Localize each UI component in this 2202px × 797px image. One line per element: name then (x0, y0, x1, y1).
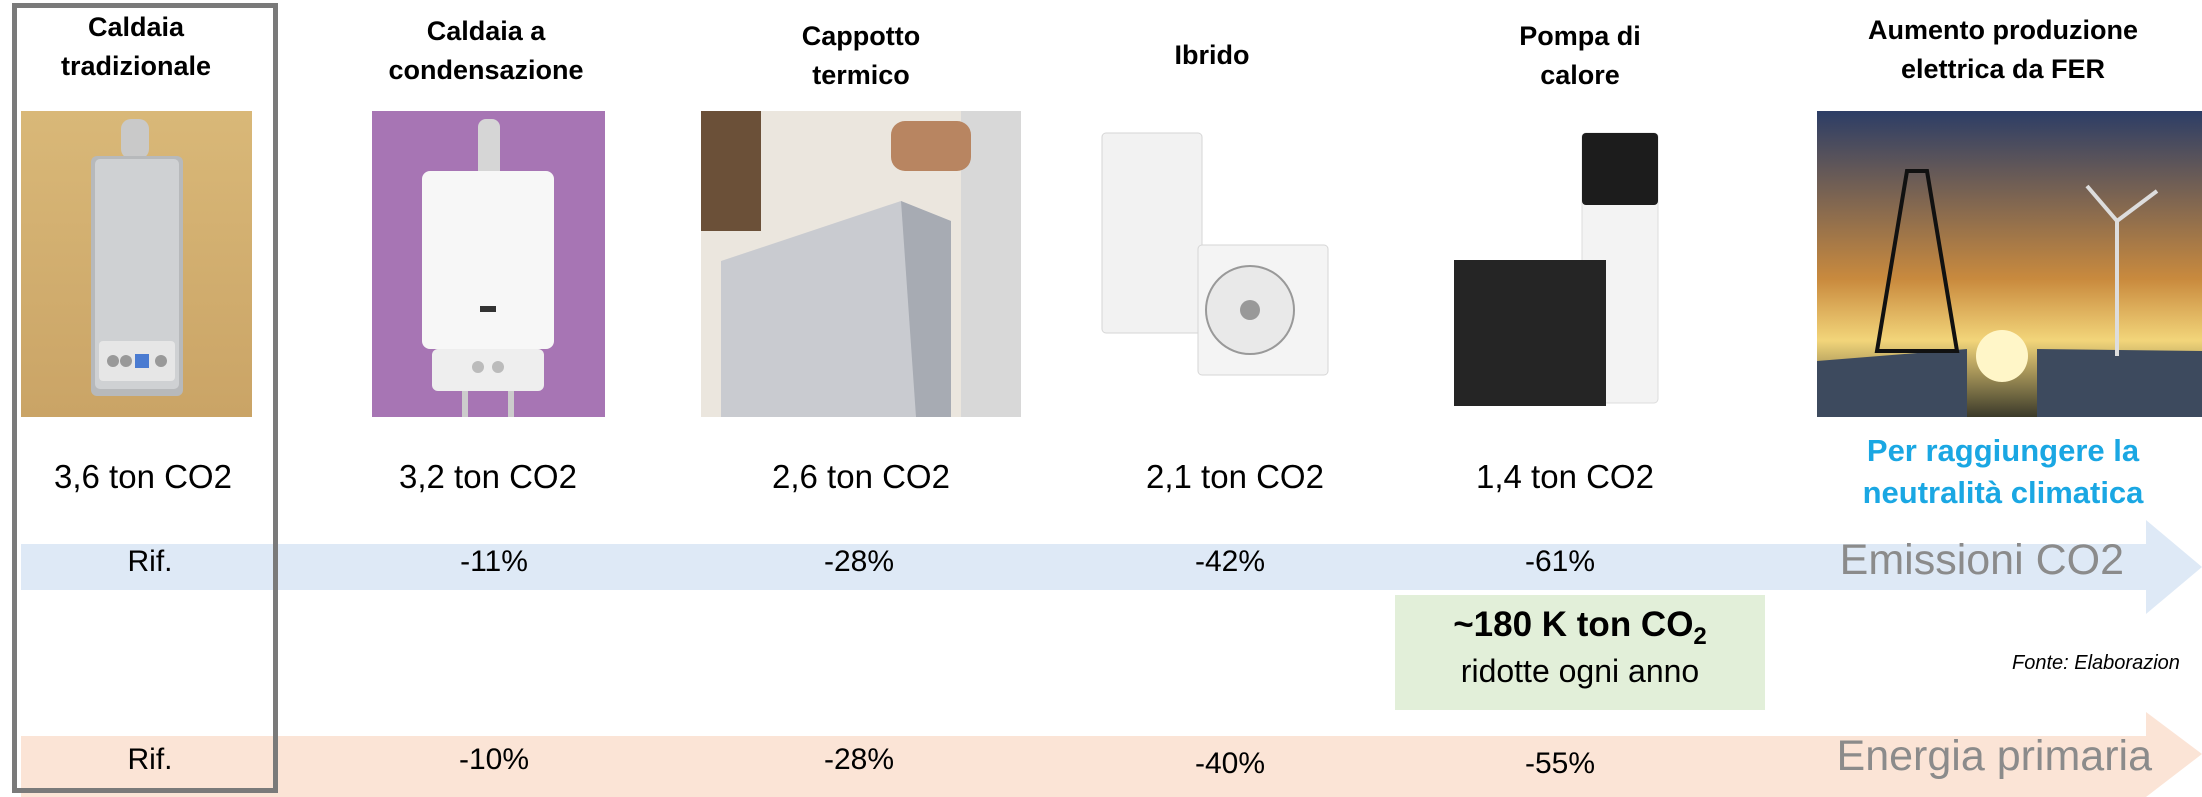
hybrid-system-image (1090, 125, 1350, 405)
energy-change: -40% (1194, 747, 1266, 780)
energy-change: Rif. (127, 743, 173, 776)
climate-neutrality-text: Per raggiungere la neutralità climatica (1823, 430, 2183, 514)
co2-reduction-value: ~180 K ton CO2 (1395, 605, 1765, 651)
co2-reduction-highlight: ~180 K ton CO2 ridotte ogni anno (1395, 595, 1765, 710)
emissions-value: 3,2 ton CO2 (399, 458, 577, 495)
co2-arrow-shaft (21, 544, 2146, 590)
title-line: Caldaia (87, 12, 185, 42)
energy-arrow-shaft (21, 736, 2146, 797)
title-line: Aumento produzione (1868, 15, 2138, 45)
title-line: tradizionale (60, 51, 212, 81)
renewable-energy-image (1817, 111, 2202, 417)
co2-reduction-caption: ridotte ogni anno (1460, 653, 1700, 689)
title-line: elettrica da FER (1900, 54, 2106, 84)
co2-change: Rif. (127, 545, 173, 578)
emissions-value: 2,1 ton CO2 (1146, 458, 1324, 495)
emissions-value: 2,6 ton CO2 (772, 458, 950, 495)
energy-arrow-head (2146, 712, 2202, 797)
column-title-caldaia-tradizionale: Caldaia tradizionale (0, 8, 286, 86)
column-title-cappotto-termico: Cappotto termico (711, 17, 1011, 95)
column-title-caldaia-condensazione: Caldaia a condensazione (336, 12, 636, 90)
co2-arrow-head (2146, 520, 2202, 614)
energy-arrow-label: Energia primaria (1836, 732, 2152, 780)
reduction-subscript: 2 (1693, 623, 1707, 650)
title-line: Pompa di (1519, 21, 1641, 51)
column-title-ibrido: Ibrido (1062, 36, 1362, 75)
title-line: termico (812, 60, 910, 90)
climate-neutrality-line: neutralità climatica (1862, 475, 2144, 510)
energy-change: -10% (458, 743, 530, 776)
traditional-boiler-image (21, 111, 252, 417)
reference-column-frame (12, 3, 278, 793)
thermal-insulation-image (701, 111, 1021, 417)
climate-neutrality-line: Per raggiungere la (1866, 433, 2140, 468)
emissions-value: 3,6 ton CO2 (54, 458, 232, 495)
column-title-fer: Aumento produzione elettrica da FER (1823, 11, 2183, 89)
source-note: Fonte: Elaborazion (2012, 652, 2180, 674)
heat-pump-image (1448, 125, 1668, 410)
emissions-value: 1,4 ton CO2 (1476, 458, 1654, 495)
energy-change: -55% (1524, 747, 1596, 780)
title-line: Caldaia a (426, 16, 546, 46)
co2-emissions-arrow (21, 520, 2202, 614)
condensing-boiler-image (372, 111, 605, 417)
co2-arrow-label: Emissioni CO2 (1839, 536, 2124, 584)
energy-change: -28% (823, 743, 895, 776)
co2-change: -28% (823, 545, 895, 578)
title-line: Ibrido (1174, 40, 1250, 70)
co2-change: -42% (1194, 545, 1266, 578)
co2-change: -61% (1524, 545, 1596, 578)
title-line: condensazione (388, 55, 584, 85)
reduction-amount: ~180 K ton CO (1453, 605, 1694, 644)
primary-energy-arrow (21, 712, 2202, 797)
co2-change: -11% (460, 545, 528, 578)
column-title-pompa-di-calore: Pompa di calore (1430, 17, 1730, 95)
title-line: calore (1540, 60, 1620, 90)
title-line: Cappotto (801, 21, 921, 51)
